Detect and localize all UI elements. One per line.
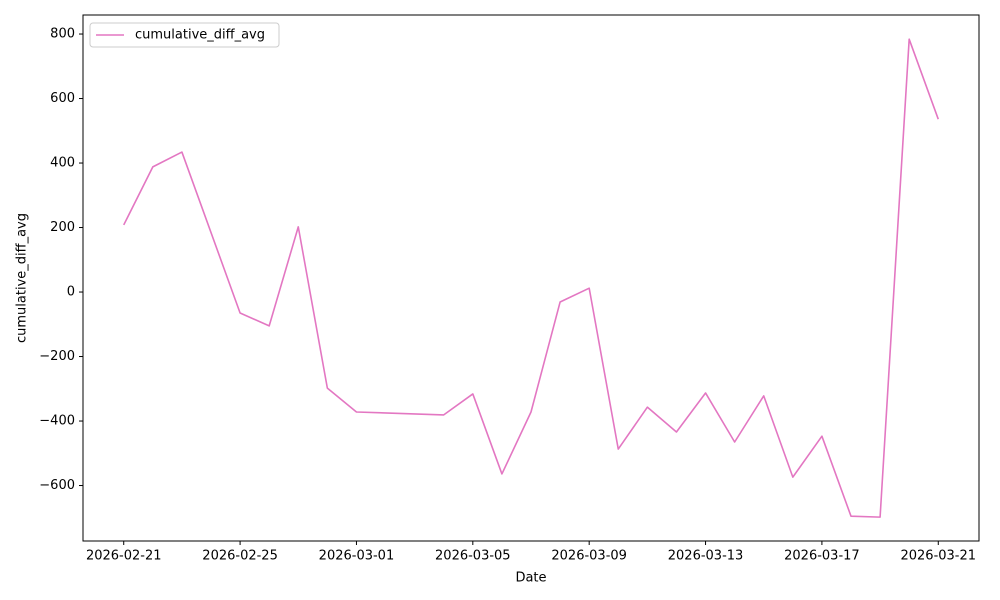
- line: [123, 38, 940, 518]
- y-tick-label: −600: [39, 478, 75, 493]
- x-tick-label: 2026-03-05: [435, 549, 511, 564]
- x-tick-label: 2026-03-13: [668, 549, 744, 564]
- x-tick-label: 2026-03-21: [900, 549, 976, 564]
- y-tick-label: 0: [67, 285, 75, 300]
- legend-label: cumulative_diff_avg: [135, 28, 265, 43]
- y-axis-label: cumulative_diff_avg: [15, 213, 30, 343]
- y-tick-label: 600: [50, 91, 75, 106]
- y-tick-label: 400: [50, 156, 75, 171]
- x-tick-label: 2026-03-09: [551, 549, 627, 564]
- x-tick-label: 2026-03-01: [319, 549, 395, 564]
- y-tick-label: 800: [50, 27, 75, 42]
- plot-frame: [82, 14, 980, 542]
- x-tick-label: 2026-03-17: [784, 549, 860, 564]
- y-tick-label: −200: [39, 349, 75, 364]
- y-tick-label: −400: [39, 414, 75, 429]
- x-tick-label: 2026-02-21: [86, 549, 162, 564]
- x-tick-label: 2026-02-25: [202, 549, 278, 564]
- legend-box: [89, 22, 280, 48]
- y-tick-label: 200: [50, 220, 75, 235]
- x-axis-label: Date: [515, 571, 546, 586]
